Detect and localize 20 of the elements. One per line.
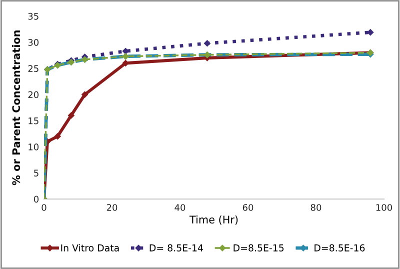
x-tick-label: 80 xyxy=(310,204,322,211)
y-tick-label: 20 xyxy=(28,91,39,98)
y-tick-label: 5 xyxy=(34,170,38,176)
x-tick-label: 100 xyxy=(376,204,392,211)
x-tick-label: 0 xyxy=(42,204,46,211)
legend-label: D= 8.5E-14 xyxy=(150,244,203,252)
x-tick-label: 40 xyxy=(174,204,186,211)
x-axis-title: Time (Hr) xyxy=(189,215,238,225)
y-tick-label: 25 xyxy=(28,65,38,72)
y-axis-title: % or Parent Concentration xyxy=(12,30,20,186)
legend-label: D=8.5E-15 xyxy=(234,244,284,252)
y-tick-label: 35 xyxy=(28,12,38,20)
y-tick-label: 15 xyxy=(28,118,38,124)
x-tick-label: 20 xyxy=(106,204,118,211)
y-tick-label: 30 xyxy=(28,39,39,46)
x-tick-label: 60 xyxy=(242,204,254,211)
y-tick-label: 0 xyxy=(34,196,39,203)
legend-label: In Vitro Data xyxy=(61,244,119,252)
legend-label: D=8.5E-16 xyxy=(314,244,365,252)
y-tick-label: 10 xyxy=(28,144,39,150)
